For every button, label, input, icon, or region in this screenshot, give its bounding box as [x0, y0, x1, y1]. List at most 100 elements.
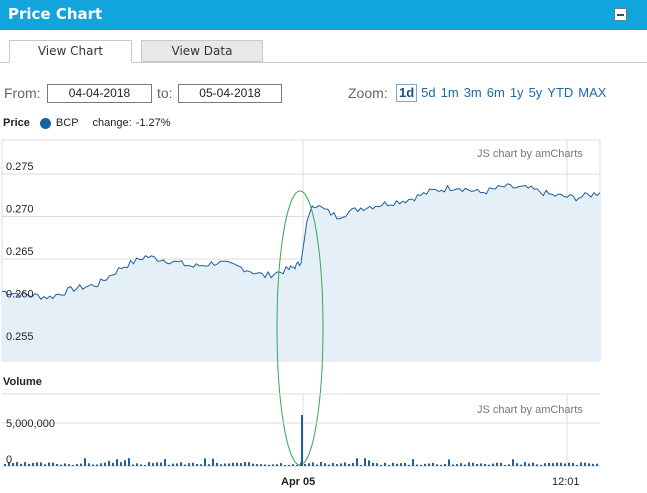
volume-bar	[180, 462, 182, 466]
volume-bar	[44, 464, 46, 466]
price-y-tick-label: 0.260	[6, 289, 34, 301]
volume-bar	[572, 463, 574, 466]
volume-bar	[536, 464, 538, 466]
volume-bar	[320, 462, 322, 466]
volume-bar	[244, 462, 246, 466]
volume-bar	[260, 464, 262, 466]
volume-bar	[584, 462, 586, 466]
volume-bar	[308, 463, 310, 466]
price-area-fill	[2, 183, 600, 361]
zoom-1y[interactable]: 1y	[509, 85, 524, 100]
volume-bar	[224, 463, 226, 466]
volume-bar	[432, 462, 434, 466]
series-dot-icon[interactable]	[39, 117, 51, 129]
volume-bar	[356, 458, 358, 466]
price-chart-credit[interactable]: JS chart by amCharts	[477, 148, 583, 160]
volume-bar	[380, 464, 382, 466]
tab-view-data[interactable]: View Data	[141, 40, 263, 62]
volume-bar	[324, 463, 326, 466]
volume-bar	[392, 462, 394, 466]
volume-bar	[484, 463, 486, 466]
legend-series-name[interactable]: BCP	[55, 117, 79, 129]
volume-bar	[184, 464, 186, 466]
volume-bar	[56, 464, 58, 466]
volume-bar	[460, 463, 462, 466]
volume-bar	[516, 463, 518, 466]
legend: Price BCP change: -1.27%	[3, 117, 171, 129]
zoom-5y[interactable]: 5y	[528, 85, 543, 100]
from-date-input[interactable]: 04-04-2018	[47, 84, 152, 103]
volume-bar	[156, 462, 158, 466]
volume-bar	[596, 463, 598, 466]
volume-bar	[288, 464, 290, 466]
volume-bar	[548, 462, 550, 466]
volume-bar	[396, 463, 398, 466]
volume-bar	[252, 463, 254, 466]
zoom-max[interactable]: MAX	[578, 85, 607, 100]
volume-bar	[544, 463, 546, 466]
price-y-tick-label: 0.255	[6, 331, 34, 343]
change-value: -1.27%	[135, 117, 171, 129]
minimize-icon[interactable]	[614, 8, 627, 21]
volume-bar	[436, 464, 438, 466]
volume-bar	[316, 464, 318, 466]
volume-bar	[100, 463, 102, 466]
volume-bar	[28, 463, 30, 466]
volume-bar	[472, 462, 474, 466]
volume-bar	[568, 462, 570, 466]
volume-bar	[208, 464, 210, 466]
volume-bar	[556, 462, 558, 466]
volume-bar	[428, 463, 430, 466]
volume-bar	[112, 462, 114, 466]
volume-bar	[336, 464, 338, 466]
tab-view-chart[interactable]: View Chart	[9, 40, 132, 63]
volume-bar	[128, 458, 130, 466]
volume-bar	[312, 462, 314, 466]
volume-bar	[136, 463, 138, 466]
volume-bar	[168, 464, 170, 466]
volume-bar	[176, 463, 178, 466]
volume-bar	[152, 463, 154, 466]
volume-bar	[164, 459, 166, 466]
volume-bar	[468, 462, 470, 466]
volume-bar	[400, 463, 402, 466]
volume-chart-credit[interactable]: JS chart by amCharts	[477, 404, 583, 416]
volume-bar	[16, 462, 18, 466]
volume-bar	[284, 464, 286, 466]
volume-bar	[376, 463, 378, 466]
volume-bar	[304, 463, 306, 466]
volume-bar	[80, 463, 82, 466]
volume-bar	[452, 464, 454, 466]
volume-bar	[424, 463, 426, 466]
widget-title: Price Chart	[8, 5, 103, 23]
volume-title: Volume	[3, 376, 42, 388]
zoom-5d[interactable]: 5d	[421, 85, 436, 100]
zoom-3m[interactable]: 3m	[463, 85, 482, 100]
zoom-1m[interactable]: 1m	[440, 85, 459, 100]
volume-bar	[348, 464, 350, 466]
zoom-ytd[interactable]: YTD	[547, 85, 574, 100]
volume-bar	[220, 464, 222, 466]
volume-bar	[8, 462, 10, 466]
volume-bar	[388, 464, 390, 466]
volume-bar	[84, 458, 86, 466]
to-date-input[interactable]: 05-04-2018	[178, 84, 282, 103]
volume-bar	[68, 464, 70, 466]
volume-bar	[108, 460, 110, 466]
price-line	[1, 183, 601, 300]
zoom-6m[interactable]: 6m	[486, 85, 505, 100]
zoom-1d[interactable]: 1d	[396, 84, 418, 102]
volume-bar	[540, 464, 542, 466]
volume-bar	[340, 463, 342, 466]
volume-bar	[48, 462, 50, 466]
volume-bar	[160, 462, 162, 466]
volume-bar	[88, 463, 90, 466]
volume-bar	[32, 462, 34, 466]
price-y-tick-label: 0.270	[6, 204, 34, 216]
volume-bar	[368, 460, 370, 466]
volume-bar	[272, 464, 274, 466]
volume-bar	[576, 464, 578, 466]
volume-bar	[104, 462, 106, 466]
x-tick-label: 12:01	[552, 476, 580, 488]
volume-bar	[360, 464, 362, 466]
